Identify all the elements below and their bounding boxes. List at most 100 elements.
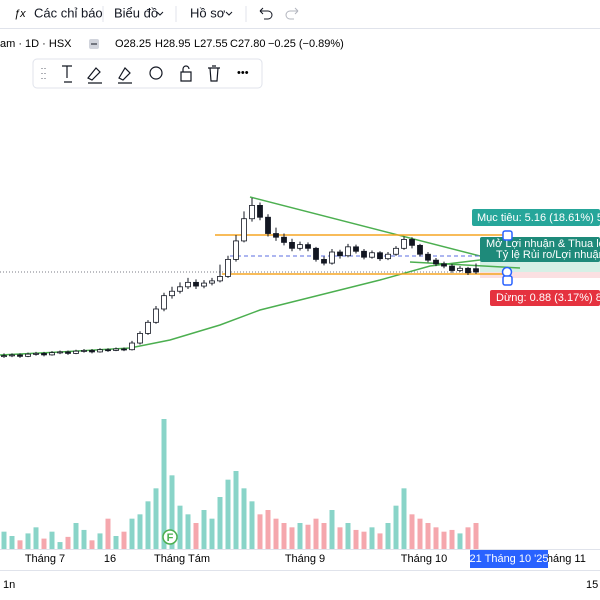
volume-bar (321, 523, 327, 549)
legend-low: L27.55 (194, 38, 228, 50)
volume-bar (81, 529, 87, 549)
ratio-label: Tỷ lệ Rủi ro/Lợi nhuận (496, 249, 600, 261)
candle-body (105, 349, 111, 352)
candle-body (49, 352, 55, 356)
volume-bar (361, 531, 367, 549)
candle-body (209, 280, 215, 284)
volume-bar (425, 523, 431, 549)
candle-body (457, 267, 463, 271)
x-tick-label: 16 (104, 553, 116, 565)
x-tick-label: Tháng Tám (154, 553, 210, 565)
volume-bar (417, 518, 423, 549)
candle-body (201, 282, 207, 287)
candle-body (233, 240, 239, 260)
candle-body (217, 276, 223, 282)
candle-body (377, 252, 383, 260)
moving-average (0, 259, 481, 356)
volume-bar (441, 531, 447, 549)
chart-button[interactable]: Biểu đồ (114, 5, 158, 20)
more-button[interactable]: ••• (237, 67, 249, 79)
candle-body (321, 259, 327, 264)
legend-close: C27.80 (230, 38, 265, 50)
undo-button[interactable] (259, 7, 273, 20)
candle-body (97, 349, 103, 353)
target-label: Mục tiêu: 5.16 (18.61%) 516, 5 (477, 212, 600, 224)
candle-body (9, 354, 15, 357)
volume-bar (449, 529, 455, 549)
candle-body (41, 352, 47, 356)
volume-bar (145, 501, 151, 549)
volume-bar (17, 540, 23, 549)
fx-icon[interactable]: ƒx (14, 8, 26, 20)
stop-handle[interactable] (502, 275, 513, 286)
top-bar (0, 0, 600, 28)
volume-bar (305, 524, 311, 549)
candle-body (257, 204, 263, 218)
line-color-tool[interactable] (87, 67, 102, 84)
candle-body (425, 253, 431, 261)
candle-body (137, 333, 143, 344)
candle-body (177, 286, 183, 292)
delete-tool[interactable] (208, 65, 220, 82)
candle-body (89, 350, 95, 353)
volume-bar (185, 514, 191, 549)
volume-bar (433, 527, 439, 549)
volume-bar (65, 536, 71, 549)
candle-body (449, 265, 455, 271)
volume-bar (97, 533, 103, 549)
legend-change: −0.25 (−0.89%) (268, 38, 344, 50)
legend-open: O28.25 (115, 38, 151, 50)
volume-bar (409, 514, 415, 549)
volume-bar (281, 523, 287, 549)
target-handle[interactable] (502, 230, 513, 241)
candle-body (417, 244, 423, 255)
drawing-toolbar (32, 58, 263, 89)
candle-body (169, 290, 175, 297)
x-tick-label: Tháng 9 (285, 553, 325, 565)
candle-body (73, 350, 79, 354)
volume-bar (273, 518, 279, 549)
candle-body (225, 259, 231, 277)
volume-bar (401, 488, 407, 549)
candle-body (473, 268, 479, 273)
redo-button[interactable] (285, 7, 299, 20)
chevron (225, 11, 233, 16)
x-tick-label: Tháng 7 (25, 553, 65, 565)
fill-color-tool[interactable] (118, 67, 132, 84)
indicators-button[interactable]: Các chỉ báo (34, 5, 103, 20)
volume-bar (465, 527, 471, 549)
settings-tool[interactable] (149, 66, 163, 80)
candle-body (249, 204, 255, 220)
volume-bar (153, 488, 159, 549)
candle-body (161, 295, 167, 310)
event-marker[interactable] (162, 529, 178, 545)
candle-body (465, 267, 471, 274)
candle-body (289, 241, 295, 249)
candle-body (65, 351, 71, 354)
volume-bar (49, 531, 55, 549)
lock-tool[interactable] (180, 65, 192, 82)
text-tool[interactable] (62, 65, 72, 83)
candle-body (393, 247, 399, 255)
volume-bar (353, 529, 359, 549)
range-button[interactable]: 1n (3, 579, 15, 591)
candle-body (145, 321, 151, 334)
candle-body (353, 246, 359, 252)
candle-body (113, 348, 119, 351)
candle-body (81, 350, 87, 352)
volume-bar (209, 518, 215, 549)
volume-bar (385, 523, 391, 549)
candle-body (129, 342, 135, 351)
drag-handle[interactable] (41, 68, 46, 79)
volume-bar (89, 540, 95, 549)
symbol: am · 1D · HSX (0, 38, 72, 50)
volume-bar (393, 505, 399, 549)
volume-bar (105, 518, 111, 549)
volume-bar (177, 505, 183, 549)
volume-bar (73, 523, 79, 549)
entry-handle[interactable] (501, 266, 513, 278)
candle-body (265, 216, 271, 234)
candle-body (193, 281, 199, 287)
profile-button[interactable]: Hồ sơ (190, 5, 226, 20)
